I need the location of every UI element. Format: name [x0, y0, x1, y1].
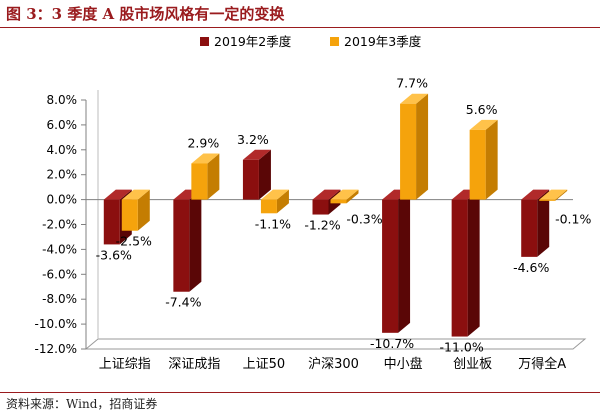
bar-side	[258, 149, 271, 200]
bar-top	[539, 189, 568, 200]
bar-top	[260, 189, 289, 200]
category-label: 上证综指	[99, 357, 151, 372]
figure-title: 图 3：3 季度 A 股市场风格有一定的变换	[6, 5, 285, 23]
data-label-q2: -1.2%	[304, 218, 340, 233]
bar-q2-2	[242, 149, 271, 200]
data-label-q3: 5.6%	[466, 102, 498, 117]
bar-q3-0	[121, 189, 150, 231]
bar-q3-3	[330, 189, 359, 204]
y-tick-label: 0.0%	[47, 193, 78, 207]
title-rule	[0, 27, 600, 28]
bar-side	[137, 189, 150, 231]
bar-side	[416, 93, 429, 200]
bar-q3-6	[539, 189, 568, 201]
data-label-q3: -0.3%	[346, 212, 382, 227]
bar-side	[555, 189, 568, 201]
data-label-q3: 2.9%	[187, 135, 219, 150]
bar-front	[191, 163, 208, 200]
bar-q2-1	[173, 189, 202, 292]
bar-side	[537, 189, 550, 257]
bar-side	[346, 189, 359, 204]
bar-side	[276, 189, 289, 214]
data-label-q2: 3.2%	[237, 132, 269, 147]
source-note: 资料来源：Wind，招商证券	[6, 397, 158, 411]
source-rule	[0, 392, 600, 393]
bar-front	[242, 159, 259, 200]
bar-side	[189, 189, 202, 292]
category-label: 创业板	[453, 357, 492, 372]
bar-q2-4	[382, 189, 411, 333]
y-tick-label: 6.0%	[47, 118, 78, 132]
y-tick-label: -4.0%	[42, 242, 77, 256]
bar-q3-2	[260, 189, 289, 214]
bar-q3-5	[469, 119, 498, 200]
y-tick-label: -6.0%	[42, 267, 77, 281]
category-label: 上证50	[243, 357, 286, 372]
data-label-q3: -0.1%	[555, 212, 591, 227]
legend-swatch	[200, 37, 209, 46]
bar-q2-5	[451, 189, 480, 337]
bar-front	[382, 199, 399, 333]
bar-front	[539, 199, 556, 201]
bar-front	[400, 103, 417, 200]
bar-top	[330, 189, 359, 200]
bar-chart: 8.0% 6.0% 4.0% 2.0% 0.0% -2.0% -4.0% -6.0% -8.0%…	[35, 34, 592, 372]
bar-front	[173, 199, 190, 292]
data-label-q2: -10.7%	[370, 336, 414, 351]
bar-top	[121, 189, 150, 200]
category-label: 中小盘	[384, 356, 423, 372]
y-tick-label: -12.0%	[35, 342, 77, 356]
bar-q2-6	[521, 189, 550, 257]
category-label: 深证成指	[168, 357, 220, 372]
y-tick-label: -10.0%	[35, 317, 77, 331]
bar-top	[400, 93, 429, 104]
data-label-q3: -1.1%	[255, 216, 291, 231]
data-label-q2: -4.6%	[513, 260, 549, 275]
y-tick-label: 4.0%	[47, 143, 78, 157]
bar-front	[451, 199, 468, 337]
legend-swatch	[330, 37, 339, 46]
category-label: 沪深300	[308, 356, 359, 372]
bar-front	[469, 129, 486, 200]
bar-top	[103, 189, 132, 200]
data-label-q2: -3.6%	[96, 247, 132, 262]
bar-side	[398, 189, 411, 333]
bar-top	[469, 119, 498, 130]
legend-label: 2019年2季度	[214, 34, 292, 49]
data-label-q3: 7.7%	[396, 76, 428, 91]
plot-floor	[84, 338, 587, 350]
category-label: 万得全A	[518, 356, 566, 372]
y-tick-label: 2.0%	[47, 168, 78, 182]
bar-front	[103, 199, 120, 245]
bar-side	[485, 119, 498, 200]
bar-side	[207, 153, 220, 200]
y-tick-label: -2.0%	[42, 218, 77, 232]
y-tick-label: 8.0%	[47, 93, 78, 107]
bar-top	[312, 189, 341, 200]
data-label-q2: -7.4%	[165, 295, 201, 310]
bar-front	[312, 199, 329, 215]
bar-front	[330, 199, 347, 204]
bar-side	[467, 189, 480, 337]
bar-top	[242, 149, 271, 160]
legend-label: 2019年3季度	[344, 34, 422, 49]
data-label-q3: -2.5%	[116, 234, 152, 249]
data-label-q2: -11.0%	[440, 340, 484, 355]
bar-q3-1	[191, 153, 220, 200]
bar-top	[521, 189, 550, 200]
bar-front	[260, 199, 277, 214]
y-tick-label: -8.0%	[42, 292, 77, 306]
bar-front	[121, 199, 138, 231]
bar-q3-4	[400, 93, 429, 200]
bar-front	[521, 199, 538, 257]
bar-top	[191, 153, 220, 164]
